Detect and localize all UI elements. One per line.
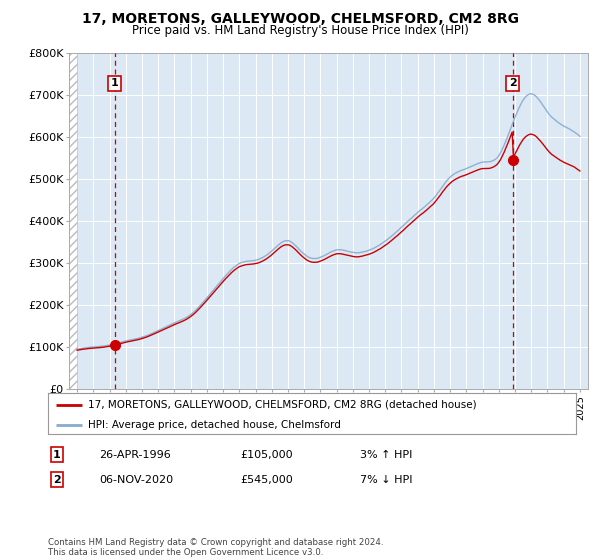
Text: Price paid vs. HM Land Registry's House Price Index (HPI): Price paid vs. HM Land Registry's House … xyxy=(131,24,469,36)
Text: 7% ↓ HPI: 7% ↓ HPI xyxy=(360,475,413,485)
Text: 3% ↑ HPI: 3% ↑ HPI xyxy=(360,450,412,460)
Text: 2: 2 xyxy=(509,78,517,88)
Text: 1: 1 xyxy=(111,78,119,88)
Text: 1: 1 xyxy=(53,450,61,460)
Text: 26-APR-1996: 26-APR-1996 xyxy=(99,450,171,460)
Text: 17, MORETONS, GALLEYWOOD, CHELMSFORD, CM2 8RG (detached house): 17, MORETONS, GALLEYWOOD, CHELMSFORD, CM… xyxy=(88,400,476,409)
Text: Contains HM Land Registry data © Crown copyright and database right 2024.
This d: Contains HM Land Registry data © Crown c… xyxy=(48,538,383,557)
Text: 2: 2 xyxy=(53,475,61,485)
Text: 17, MORETONS, GALLEYWOOD, CHELMSFORD, CM2 8RG: 17, MORETONS, GALLEYWOOD, CHELMSFORD, CM… xyxy=(82,12,518,26)
Bar xyxy=(69,53,77,389)
Text: £545,000: £545,000 xyxy=(240,475,293,485)
Text: 06-NOV-2020: 06-NOV-2020 xyxy=(99,475,173,485)
Text: £105,000: £105,000 xyxy=(240,450,293,460)
Text: HPI: Average price, detached house, Chelmsford: HPI: Average price, detached house, Chel… xyxy=(88,420,340,430)
